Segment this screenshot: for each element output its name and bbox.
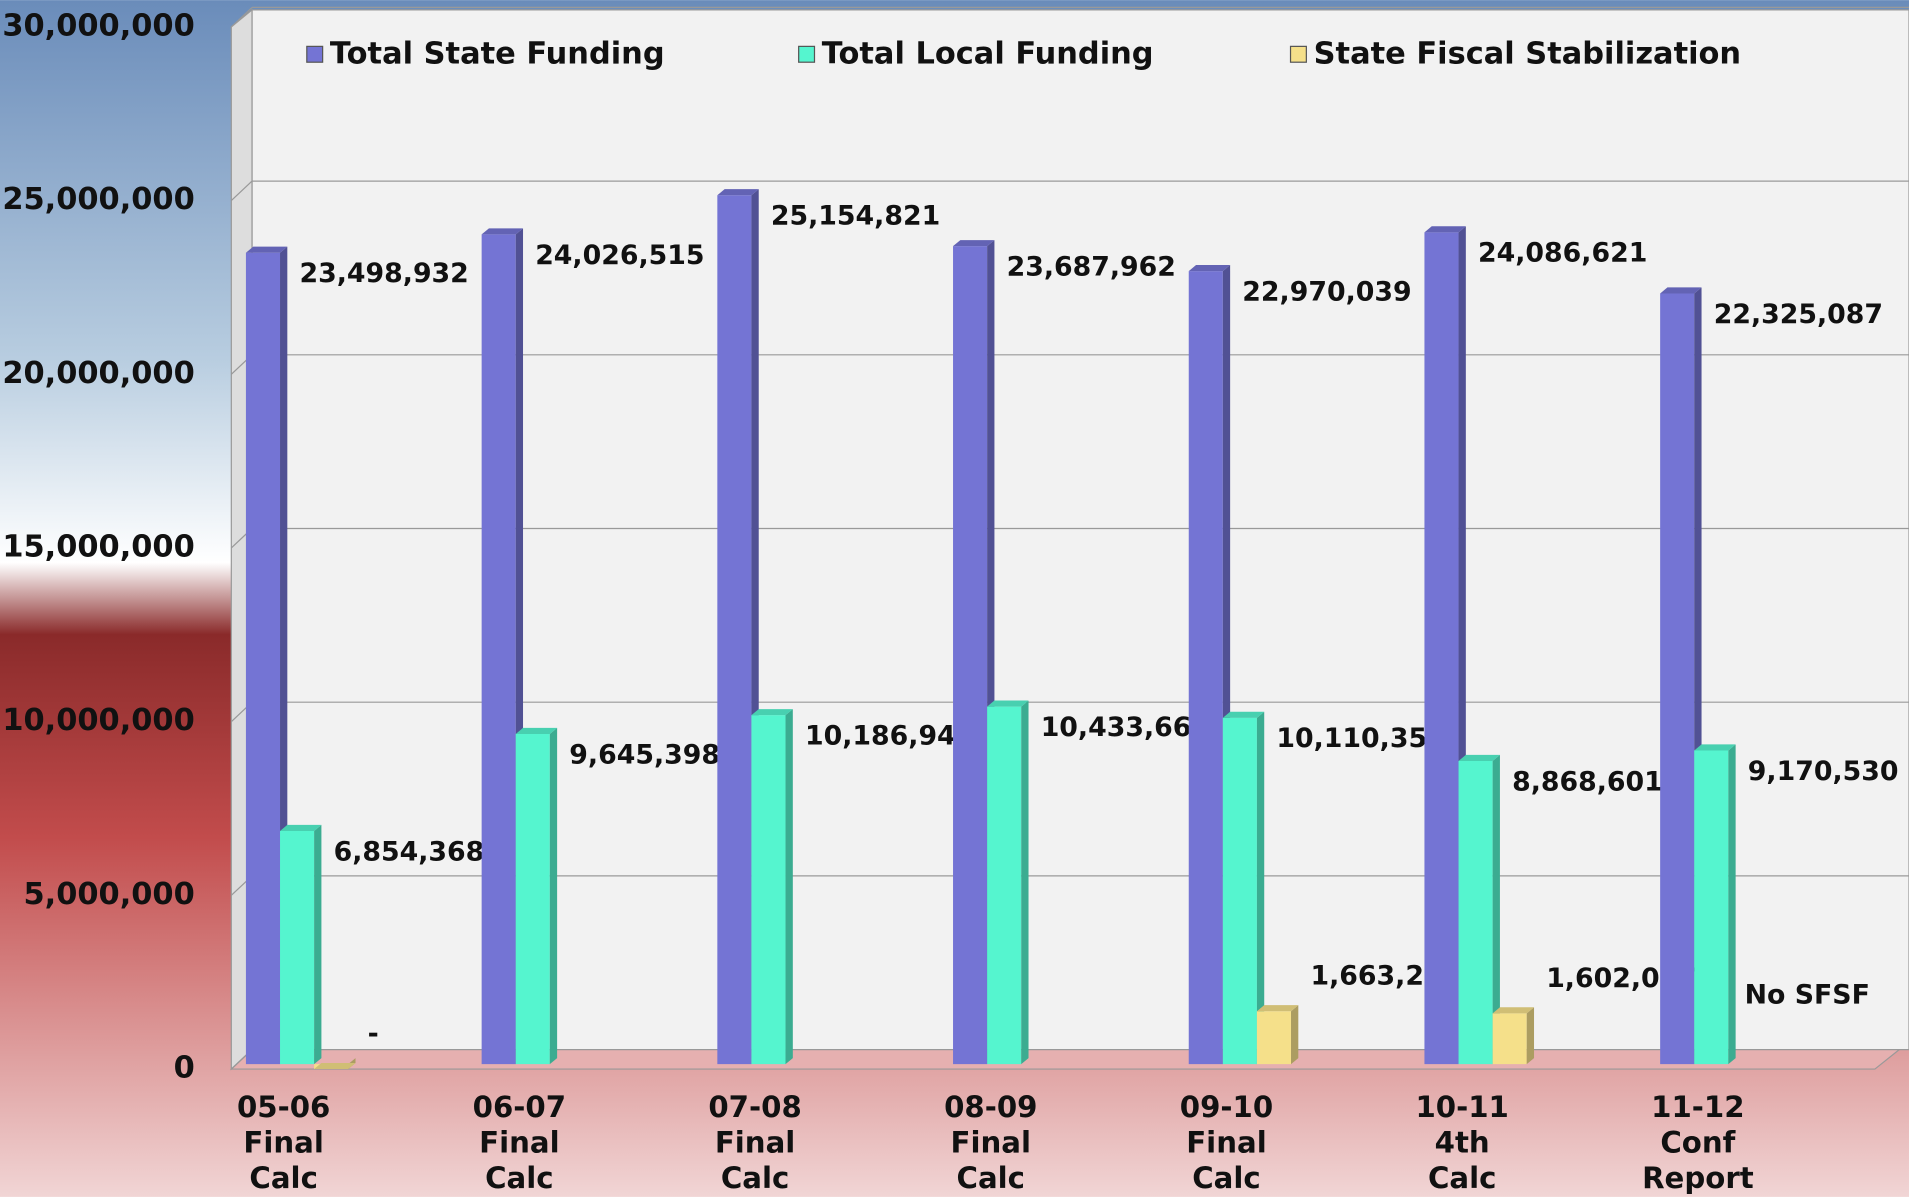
bar-face	[987, 700, 1029, 707]
y-tick-label: 30,000,000	[2, 8, 194, 43]
bar-face	[245, 246, 288, 253]
bar	[515, 727, 558, 1065]
x-tick-label: 06-07 Final Calc	[473, 1090, 566, 1195]
bar	[1458, 754, 1500, 1065]
bar-face	[751, 709, 793, 716]
bar-face	[717, 189, 759, 196]
data-label: 24,026,515	[535, 240, 704, 271]
bar-face	[1188, 265, 1231, 272]
bar-face	[549, 727, 558, 1065]
bar-face	[953, 246, 988, 1065]
bar-face	[785, 709, 793, 1065]
bar-face	[1660, 287, 1702, 294]
bar-face	[751, 715, 786, 1065]
x-tick-label: 11-12 Conf Report	[1642, 1090, 1754, 1195]
data-label: 22,325,087	[1714, 299, 1883, 330]
bar-face	[1526, 1007, 1535, 1065]
bar-face	[1222, 711, 1265, 718]
legend-label: Total Local Funding	[822, 36, 1154, 71]
bar-face	[1021, 700, 1029, 1065]
bar-face	[953, 240, 995, 247]
bar-face	[1458, 754, 1500, 761]
bar	[987, 700, 1029, 1065]
bar-face	[245, 252, 281, 1065]
bar-face	[1222, 717, 1257, 1065]
data-label: 24,086,621	[1478, 238, 1647, 269]
annotation: No SFSF	[1745, 980, 1870, 1011]
y-tick-label: 25,000,000	[2, 182, 194, 217]
bar-face	[1694, 750, 1729, 1065]
data-label: 10,110,354	[1276, 723, 1445, 754]
bar-face	[1424, 232, 1459, 1065]
data-label: 25,154,821	[771, 201, 940, 232]
bar	[314, 1058, 356, 1070]
y-tick-label: 20,000,000	[2, 356, 194, 391]
data-label: -	[368, 1018, 379, 1049]
bar-face	[1291, 1005, 1299, 1065]
bar-face	[1424, 226, 1466, 233]
legend-swatch	[306, 45, 324, 63]
bar	[1694, 744, 1736, 1065]
bar-face	[1256, 1005, 1299, 1012]
bar-face	[1660, 293, 1695, 1065]
bar-face	[1492, 754, 1500, 1065]
x-tick-label: 05-06 Final Calc	[237, 1090, 330, 1195]
y-tick-label: 10,000,000	[2, 703, 194, 738]
bar-face	[481, 228, 524, 235]
plot-floor	[229, 1048, 1901, 1070]
bar	[751, 709, 793, 1065]
data-label: 22,970,039	[1242, 277, 1411, 308]
bar-face	[314, 824, 322, 1065]
bar-face	[1728, 744, 1736, 1065]
bar-face	[280, 830, 315, 1065]
data-label: 6,854,368	[334, 836, 485, 867]
bar-face	[1188, 271, 1223, 1065]
bar-face	[1256, 1011, 1292, 1065]
legend-label: State Fiscal Stabilization	[1314, 36, 1741, 71]
bar	[280, 824, 322, 1065]
data-label: 23,498,932	[299, 258, 468, 289]
bar	[1256, 1005, 1299, 1065]
bar-face	[280, 824, 322, 831]
bar-face	[1492, 1007, 1535, 1014]
grid-line	[230, 6, 253, 28]
data-label: 9,645,398	[569, 739, 720, 770]
bar-face	[1492, 1013, 1527, 1065]
x-tick-label: 08-09 Final Calc	[944, 1090, 1037, 1195]
bar-face	[515, 727, 558, 734]
grid-line	[230, 180, 253, 202]
x-tick-label: 10-11 4th Calc	[1415, 1090, 1508, 1195]
y-tick-label: 5,000,000	[23, 877, 194, 912]
y-tick-label: 0	[174, 1051, 195, 1086]
data-label: 10,186,948	[805, 721, 974, 752]
bar-face	[314, 1062, 356, 1070]
legend-swatch	[1289, 45, 1307, 63]
bar-face	[717, 195, 752, 1065]
data-label: 8,868,601	[1512, 766, 1663, 797]
bar	[1222, 711, 1265, 1065]
legend-swatch	[798, 45, 816, 63]
bar-face	[1256, 711, 1265, 1065]
data-label: 23,687,962	[1007, 252, 1176, 283]
bar-face	[481, 234, 516, 1065]
x-tick-label: 09-10 Final Calc	[1180, 1090, 1273, 1195]
data-label: 9,170,530	[1748, 756, 1899, 787]
data-label: 10,433,662	[1041, 712, 1210, 743]
bar-face	[515, 733, 550, 1065]
bar-face	[1694, 744, 1736, 751]
bar	[1492, 1007, 1535, 1065]
legend-label: Total State Funding	[330, 36, 665, 71]
x-tick-label: 07-08 Final Calc	[708, 1090, 801, 1195]
bar-face	[987, 706, 1022, 1065]
y-tick-label: 15,000,000	[2, 529, 194, 564]
bar-face	[1458, 760, 1493, 1065]
